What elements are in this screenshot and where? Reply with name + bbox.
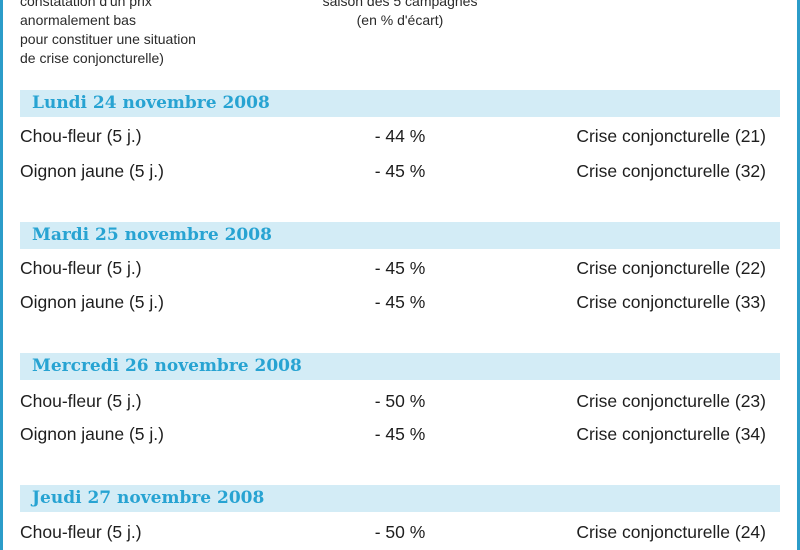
- gap-cell: - 50 %: [374, 391, 426, 411]
- date-heading: Mercredi 26 novembre 2008: [32, 356, 302, 376]
- date-band: Mercredi 26 novembre 2008: [20, 353, 780, 380]
- header-left-line: anormalement bas: [20, 12, 136, 28]
- table-row: Chou-fleur (5 j.) - 50 % Crise conjonctu…: [0, 519, 800, 549]
- date-heading: Mardi 25 novembre 2008: [32, 225, 272, 245]
- status-cell: Crise conjoncturelle (24): [576, 522, 766, 542]
- table-row: Chou-fleur (5 j.) - 45 % Crise conjonctu…: [0, 255, 800, 285]
- gap-cell: - 45 %: [374, 258, 426, 278]
- header-left-line: de crise conjoncturelle): [20, 50, 164, 66]
- gap-cell: - 50 %: [374, 522, 426, 542]
- header-left-line: constatation d'un prix: [20, 0, 152, 9]
- product-cell: Chou-fleur (5 j.): [20, 391, 142, 411]
- product-cell: Oignon jaune (5 j.): [20, 292, 164, 312]
- status-cell: Crise conjoncturelle (21): [576, 126, 766, 146]
- gap-cell: - 45 %: [374, 161, 426, 181]
- status-cell: Crise conjoncturelle (32): [576, 161, 766, 181]
- table-row: Oignon jaune (5 j.) - 45 % Crise conjonc…: [0, 421, 800, 451]
- product-cell: Chou-fleur (5 j.): [20, 126, 142, 146]
- product-cell: Oignon jaune (5 j.): [20, 424, 164, 444]
- date-band: Mardi 25 novembre 2008: [20, 222, 780, 249]
- product-cell: Chou-fleur (5 j.): [20, 258, 142, 278]
- product-cell: Chou-fleur (5 j.): [20, 522, 142, 542]
- date-heading: Jeudi 27 novembre 2008: [32, 488, 265, 508]
- gap-cell: - 45 %: [374, 424, 426, 444]
- table-row: Oignon jaune (5 j.) - 45 % Crise conjonc…: [0, 289, 800, 319]
- status-cell: Crise conjoncturelle (22): [576, 258, 766, 278]
- gap-cell: - 44 %: [374, 126, 426, 146]
- header-gap-column: saison des 5 campagnes (en % d'écart): [300, 0, 500, 30]
- header-left-line: pour constituer une situation: [20, 31, 196, 47]
- header-mid-line: saison des 5 campagnes: [322, 0, 478, 9]
- product-cell: Oignon jaune (5 j.): [20, 161, 164, 181]
- table-row: Chou-fleur (5 j.) - 50 % Crise conjonctu…: [0, 388, 800, 418]
- header-mid-line: (en % d'écart): [356, 12, 444, 28]
- gap-cell: - 45 %: [374, 292, 426, 312]
- date-band: Lundi 24 novembre 2008: [20, 90, 780, 117]
- status-cell: Crise conjoncturelle (34): [576, 424, 766, 444]
- status-cell: Crise conjoncturelle (23): [576, 391, 766, 411]
- table-row: Chou-fleur (5 j.) - 44 % Crise conjonctu…: [0, 123, 800, 153]
- header-criteria-column: constatation d'un prix anormalement bas …: [20, 0, 280, 68]
- table-row: Oignon jaune (5 j.) - 45 % Crise conjonc…: [0, 158, 800, 188]
- date-heading: Lundi 24 novembre 2008: [32, 93, 270, 113]
- date-band: Jeudi 27 novembre 2008: [20, 485, 780, 512]
- status-cell: Crise conjoncturelle (33): [576, 292, 766, 312]
